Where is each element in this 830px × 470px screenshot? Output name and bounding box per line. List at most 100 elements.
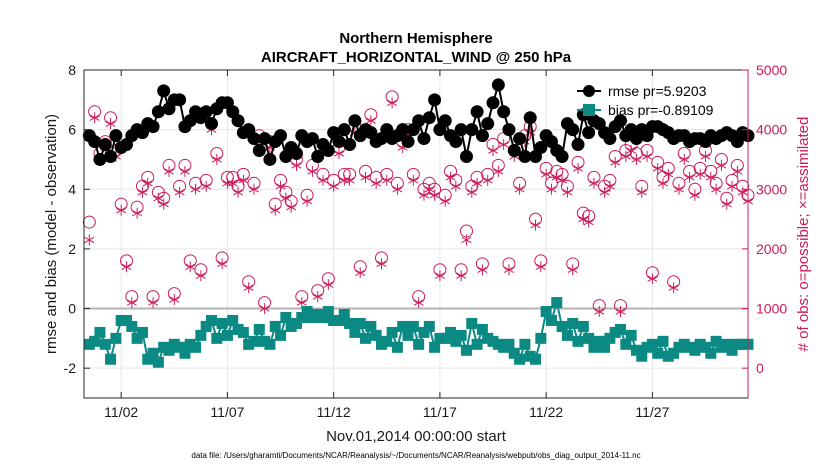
obs-assimilated-point (307, 165, 318, 177)
obs-assimilated-point (291, 159, 302, 171)
bias-point (439, 332, 451, 344)
obs-assimilated-point (190, 183, 201, 195)
bias-point (381, 335, 393, 347)
obs-assimilated-point (179, 165, 190, 177)
bias-point (588, 341, 600, 353)
bias-point (152, 356, 164, 368)
bias-series (83, 297, 754, 368)
rmse-point (263, 152, 277, 166)
y-tick-label: 0 (68, 301, 76, 317)
bias-point (418, 326, 430, 338)
obs-assimilated-point (668, 282, 679, 294)
bias-point (290, 317, 302, 329)
obs-assimilated-point (642, 150, 653, 162)
rmse-point (401, 135, 415, 149)
y2-tick-label: 5000 (756, 62, 787, 78)
bias-point (530, 353, 542, 365)
bias-point (269, 320, 281, 332)
bias-point (163, 344, 175, 356)
obs-assimilated-point (652, 162, 663, 174)
rmse-point (258, 132, 272, 146)
obs-assimilated-point (413, 297, 424, 309)
obs-assimilated-point (679, 153, 690, 165)
obs-assimilated-point (387, 97, 398, 109)
obs-assimilated-point (132, 207, 143, 219)
rmse-point (422, 111, 436, 125)
bias-point (280, 311, 292, 323)
bias-point (349, 326, 361, 338)
rmse-point (438, 114, 452, 128)
obs-assimilated-point (153, 192, 164, 204)
x-tick-label: 11/27 (635, 404, 669, 420)
obs-assimilated-point (716, 159, 727, 171)
obs-assimilated-point (89, 112, 100, 124)
rmse-point (534, 141, 548, 155)
bias-point (264, 338, 276, 350)
legend-bias-label: bias pr=-0.89109 (608, 102, 714, 118)
bias-point (514, 353, 526, 365)
obs-assimilated-point (429, 189, 440, 201)
obs-assimilated-point (126, 297, 137, 309)
obs-assimilated-point (275, 180, 286, 192)
obs-assimilated-point (482, 174, 493, 186)
rmse-point (571, 138, 585, 152)
obs-assimilated-point (142, 177, 153, 189)
obs-assimilated-point (259, 303, 270, 315)
legend: rmse pr=5.9203 bias pr=-0.89109 (577, 83, 714, 118)
obs-assimilated-point (488, 145, 499, 157)
bias-point (508, 347, 520, 359)
bias-point (94, 326, 106, 338)
rmse-point (247, 132, 261, 146)
rmse-point (614, 114, 628, 128)
rmse-point (157, 84, 171, 98)
bias-point (561, 329, 573, 341)
y-axis-label: rmse and bias (model - observation) (43, 114, 60, 354)
bias-point (545, 314, 557, 326)
rmse-point (491, 78, 505, 92)
y-tick-label: 8 (68, 62, 76, 78)
bias-point (211, 332, 223, 344)
y-tick-label: 2 (68, 241, 76, 257)
x-tick-label: 11/07 (210, 404, 244, 420)
rmse-point (497, 105, 511, 119)
bias-point (577, 320, 589, 332)
obs-assimilated-point (721, 198, 732, 210)
chart-subtitle: AIRCRAFT_HORIZONTAL_WIND @ 250 hPa (261, 49, 572, 66)
legend-rmse-marker (583, 85, 595, 97)
bias-point (423, 320, 435, 332)
obs-assimilated-point (663, 168, 674, 180)
obs-assimilated-point (705, 171, 716, 183)
rmse-point (449, 135, 463, 149)
obs-assimilated-point (201, 180, 212, 192)
bias-point (105, 353, 117, 365)
obs-assimilated-point (312, 291, 323, 303)
obs-assimilated-point (328, 180, 339, 192)
obs-assimilated-point (222, 177, 233, 189)
rmse-point (555, 149, 569, 163)
bias-point (700, 341, 712, 353)
bias-point (593, 335, 605, 347)
bias-point (413, 338, 425, 350)
obs-assimilated-point (535, 261, 546, 273)
bias-point (136, 326, 148, 338)
bias-point (99, 338, 111, 350)
chart-title: Northern Hemisphere (339, 30, 492, 47)
obs-assimilated-point (695, 168, 706, 180)
obs-assimilated-point (227, 177, 238, 189)
rmse-point (289, 146, 303, 160)
bias-point (195, 329, 207, 341)
obs-assimilated-point (604, 180, 615, 192)
obs-assimilated-point (148, 297, 159, 309)
obs-assimilated-point (711, 183, 722, 195)
bias-point (599, 341, 611, 353)
bias-point (296, 311, 308, 323)
y2-axis-label: # of obs: o=possible; ×=assimilated (795, 117, 812, 352)
bias-point (625, 329, 637, 341)
bias-point (248, 335, 260, 347)
bias-point (689, 344, 701, 356)
obs-assimilated-point (376, 258, 387, 270)
bias-point (360, 332, 372, 344)
rmse-point (603, 132, 617, 146)
obs-assimilated-point (169, 294, 180, 306)
